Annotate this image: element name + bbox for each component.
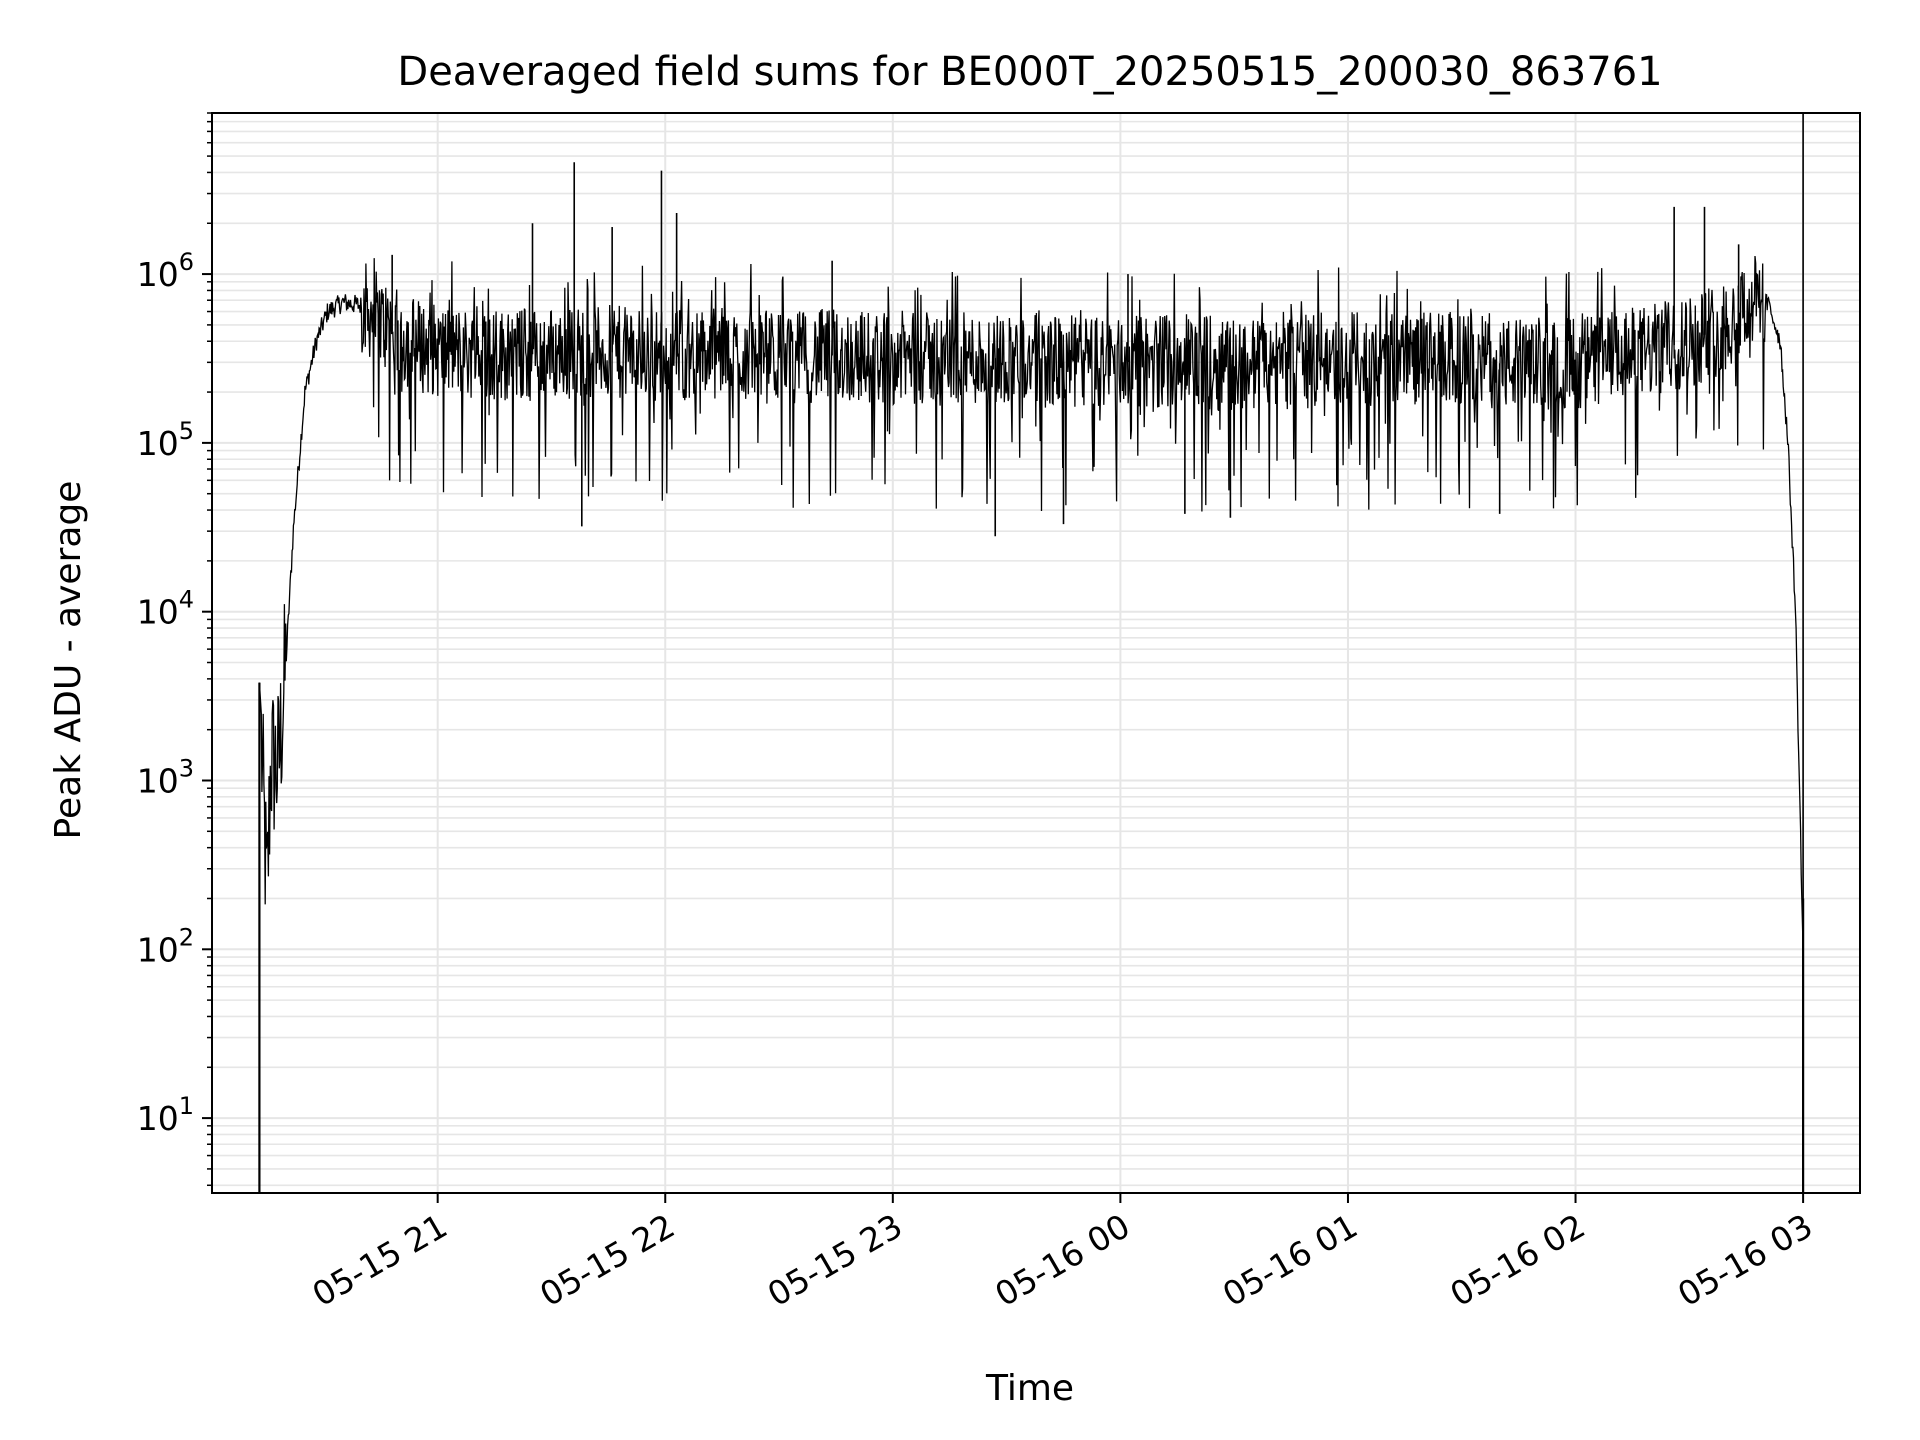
x-axis-label: Time (985, 1368, 1074, 1409)
y-tick-label: 105 (137, 417, 194, 463)
grid (212, 112, 1860, 1193)
y-axis: 101 102 103 104 105 106 (137, 112, 212, 1187)
axes-frame (211, 112, 1861, 1194)
data-series-line (258, 255, 1804, 1193)
chart-title: Deaveraged field sums for BE000T_2025051… (397, 49, 1662, 95)
y-tick-label: 102 (137, 923, 194, 969)
y-tick-label: 104 (137, 586, 194, 632)
y-tick-label: 106 (137, 248, 194, 294)
y-tick-label: 101 (137, 1092, 194, 1138)
plot-border (211, 112, 1861, 1194)
y-axis-label: Peak ADU - average (48, 481, 89, 840)
y-tick-label: 103 (137, 754, 194, 800)
